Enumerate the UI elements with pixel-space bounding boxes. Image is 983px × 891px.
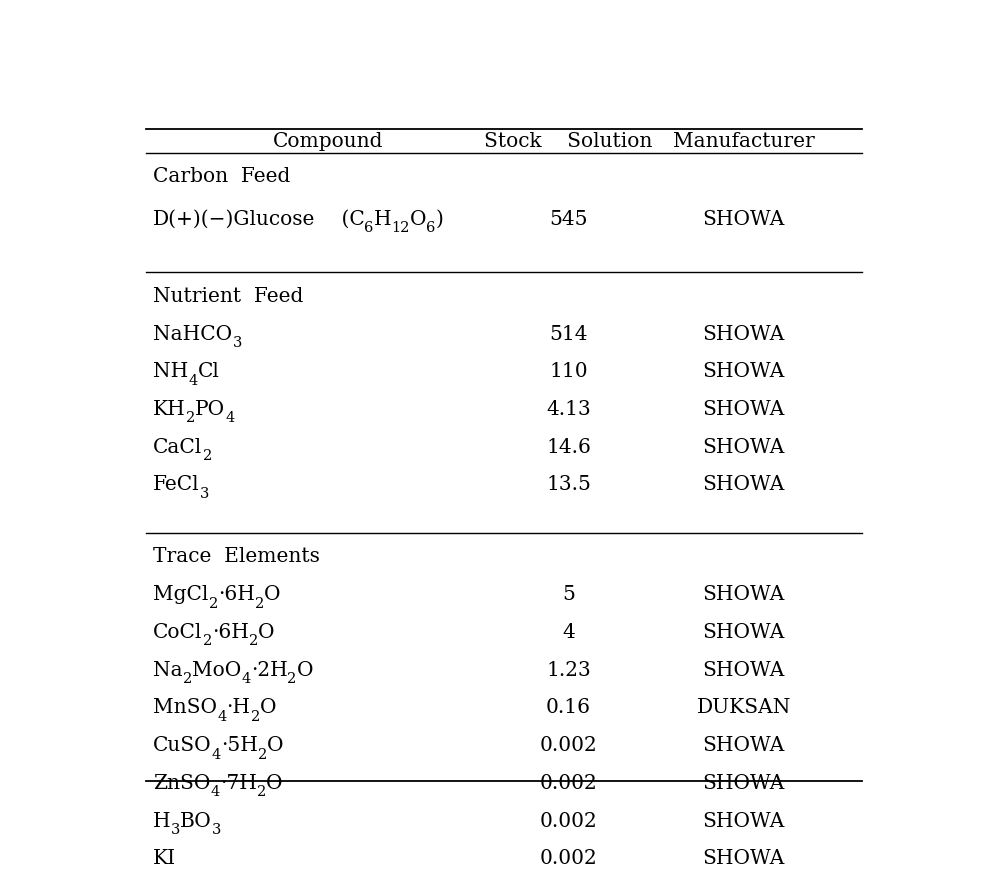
Text: Nutrient  Feed: Nutrient Feed — [153, 287, 304, 306]
Text: Carbon  Feed: Carbon Feed — [153, 168, 291, 186]
Text: ): ) — [435, 210, 443, 229]
Text: O: O — [297, 661, 314, 680]
Text: Cl: Cl — [198, 363, 220, 381]
Text: 2: 2 — [257, 785, 266, 799]
Text: 4: 4 — [217, 710, 227, 723]
Text: 2: 2 — [202, 449, 212, 463]
Text: 0.16: 0.16 — [546, 699, 591, 717]
Text: MgCl: MgCl — [153, 585, 208, 604]
Text: ·6H: ·6H — [212, 623, 249, 642]
Text: O: O — [410, 210, 427, 229]
Text: KI: KI — [153, 849, 177, 869]
Text: 4: 4 — [562, 623, 575, 642]
Text: 0.002: 0.002 — [540, 774, 598, 793]
Text: O: O — [260, 699, 276, 717]
Text: SHOWA: SHOWA — [703, 210, 785, 229]
Text: 13.5: 13.5 — [547, 476, 591, 495]
Text: 14.6: 14.6 — [547, 437, 591, 457]
Text: BO: BO — [180, 812, 212, 830]
Text: CoCl: CoCl — [153, 623, 202, 642]
Text: 0.002: 0.002 — [540, 812, 598, 830]
Text: SHOWA: SHOWA — [703, 812, 785, 830]
Text: SHOWA: SHOWA — [703, 661, 785, 680]
Text: MoO: MoO — [193, 661, 242, 680]
Text: 6: 6 — [365, 221, 374, 235]
Text: Compound: Compound — [273, 132, 383, 151]
Text: 545: 545 — [549, 210, 588, 229]
Text: 0.002: 0.002 — [540, 736, 598, 756]
Text: 110: 110 — [549, 363, 588, 381]
Text: 0.002: 0.002 — [540, 849, 598, 869]
Text: SHOWA: SHOWA — [703, 437, 785, 457]
Text: SHOWA: SHOWA — [703, 476, 785, 495]
Text: D(+)(−)Glucose: D(+)(−)Glucose — [153, 210, 316, 229]
Text: CuSO: CuSO — [153, 736, 212, 756]
Text: 2: 2 — [249, 634, 259, 649]
Text: O: O — [259, 623, 274, 642]
Text: Manufacturer: Manufacturer — [673, 132, 815, 151]
Text: ·2H: ·2H — [251, 661, 287, 680]
Text: SHOWA: SHOWA — [703, 623, 785, 642]
Text: 6: 6 — [427, 221, 435, 235]
Text: 2: 2 — [208, 597, 218, 610]
Text: 3: 3 — [232, 336, 242, 350]
Text: DUKSAN: DUKSAN — [697, 699, 791, 717]
Text: SHOWA: SHOWA — [703, 324, 785, 344]
Text: Trace  Elements: Trace Elements — [153, 547, 320, 567]
Text: KH: KH — [153, 400, 186, 419]
Text: PO: PO — [196, 400, 225, 419]
Text: 4.13: 4.13 — [547, 400, 591, 419]
Text: 2: 2 — [259, 748, 267, 762]
Text: 2: 2 — [255, 597, 264, 610]
Text: ·7H: ·7H — [220, 774, 257, 793]
Text: H: H — [153, 812, 171, 830]
Text: 4: 4 — [225, 412, 235, 425]
Text: ·H: ·H — [227, 699, 251, 717]
Text: 5: 5 — [562, 585, 575, 604]
Text: O: O — [266, 774, 282, 793]
Text: SHOWA: SHOWA — [703, 400, 785, 419]
Text: SHOWA: SHOWA — [703, 736, 785, 756]
Text: FeCl: FeCl — [153, 476, 200, 495]
Text: (C: (C — [316, 210, 365, 229]
Text: 2: 2 — [186, 412, 196, 425]
Text: 3: 3 — [171, 823, 180, 837]
Text: 12: 12 — [391, 221, 410, 235]
Text: 4: 4 — [242, 672, 251, 686]
Text: ·5H: ·5H — [221, 736, 259, 756]
Text: NH: NH — [153, 363, 189, 381]
Text: SHOWA: SHOWA — [703, 774, 785, 793]
Text: Stock    Solution: Stock Solution — [485, 132, 653, 151]
Text: Na: Na — [153, 661, 183, 680]
Text: H: H — [374, 210, 391, 229]
Text: MnSO: MnSO — [153, 699, 217, 717]
Text: CaCl: CaCl — [153, 437, 202, 457]
Text: SHOWA: SHOWA — [703, 363, 785, 381]
Text: 4: 4 — [189, 373, 198, 388]
Text: 514: 514 — [549, 324, 588, 344]
Text: O: O — [267, 736, 284, 756]
Text: NaHCO: NaHCO — [153, 324, 232, 344]
Text: SHOWA: SHOWA — [703, 585, 785, 604]
Text: 4: 4 — [212, 748, 221, 762]
Text: ·6H: ·6H — [218, 585, 255, 604]
Text: O: O — [264, 585, 280, 604]
Text: 2: 2 — [202, 634, 212, 649]
Text: 4: 4 — [210, 785, 220, 799]
Text: 3: 3 — [200, 486, 209, 501]
Text: ZnSO: ZnSO — [153, 774, 210, 793]
Text: 2: 2 — [183, 672, 193, 686]
Text: 2: 2 — [287, 672, 297, 686]
Text: 3: 3 — [212, 823, 221, 837]
Text: 2: 2 — [251, 710, 260, 723]
Text: 1.23: 1.23 — [547, 661, 591, 680]
Text: SHOWA: SHOWA — [703, 849, 785, 869]
